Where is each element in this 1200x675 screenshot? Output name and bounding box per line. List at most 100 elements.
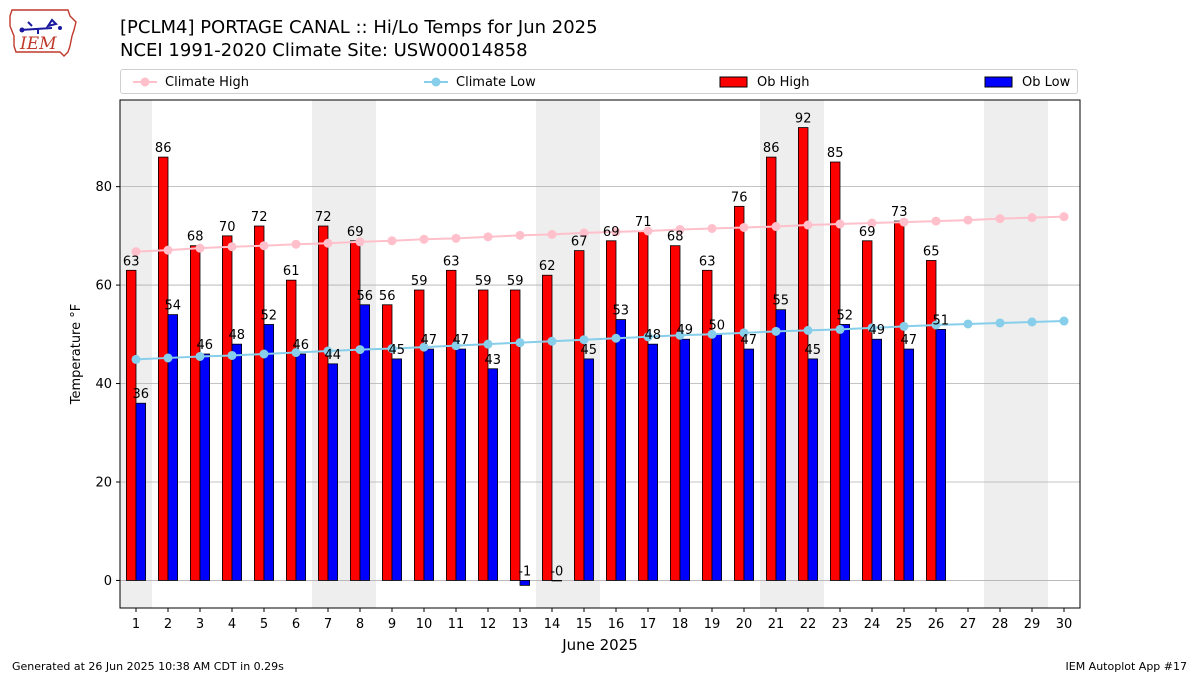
x-tick-label: 25 <box>896 617 913 632</box>
ob-high-bar <box>253 225 265 581</box>
x-tick-label: 12 <box>480 617 497 632</box>
climate-low-point <box>867 323 877 333</box>
ob-low-label: 36 <box>133 387 150 402</box>
ob-high-bar <box>702 269 713 581</box>
climate-high-point <box>483 232 493 242</box>
x-tick-label: 18 <box>672 617 689 632</box>
ob-low-label: 43 <box>485 353 502 368</box>
ob-high-bar <box>157 156 169 581</box>
x-tick-label: 1 <box>132 617 140 632</box>
ob-low-bar <box>263 324 275 581</box>
ob-low-bar <box>615 319 627 581</box>
ob-low-label: 50 <box>709 318 726 333</box>
ob-low-label: 45 <box>805 343 822 358</box>
ob-low-label: 52 <box>837 308 854 323</box>
chart-subtitle: NCEI 1991-2020 Climate Site: USW00014858 <box>120 40 528 61</box>
chart-legend: Climate High Climate Low Ob High Ob Low <box>120 69 1078 94</box>
x-tick-label: 7 <box>324 617 332 632</box>
ob-high-label: 72 <box>315 210 332 225</box>
climate-high-point <box>547 229 557 239</box>
x-tick-label: 28 <box>992 617 1009 632</box>
ob-high-bar <box>542 274 553 581</box>
climate-high-point <box>131 247 141 257</box>
ob-low-bar <box>583 358 595 581</box>
x-tick-label: 2 <box>164 617 172 632</box>
iem-logo: IEM <box>8 6 80 58</box>
climate-high-point <box>227 242 237 252</box>
legend-label: Climate Low <box>456 74 536 90</box>
x-tick-label: 10 <box>416 617 433 632</box>
climate-low-point <box>259 349 269 359</box>
climate-low-point <box>579 335 589 345</box>
x-tick-label: 30 <box>1056 617 1073 632</box>
climate-high-point <box>163 245 173 255</box>
climate-low-point <box>803 325 813 335</box>
ob-low-bar <box>903 348 915 581</box>
y-tick-label: 80 <box>95 180 112 195</box>
ob-high-label: 59 <box>411 274 428 289</box>
climate-high-point <box>355 237 365 247</box>
legend-item-ob-low: Ob Low <box>984 70 1070 94</box>
ob-low-bar <box>775 309 787 581</box>
ob-low-bar <box>807 358 819 581</box>
ob-low-label: 47 <box>741 333 758 348</box>
ob-high-label: 61 <box>283 264 300 279</box>
x-tick-label: 6 <box>292 617 300 632</box>
ob-high-label: 68 <box>187 230 204 245</box>
ob-low-label: 47 <box>901 333 918 348</box>
ob-low-label: 55 <box>773 294 790 309</box>
climate-high-point <box>899 217 909 227</box>
ob-low-bar <box>391 358 403 581</box>
legend-label: Climate High <box>165 74 250 90</box>
weekend-shade <box>1016 100 1048 608</box>
ob-high-bar <box>606 240 617 581</box>
ob-low-bar <box>231 343 243 581</box>
climate-high-point <box>195 243 205 253</box>
y-tick-label: 60 <box>95 279 112 294</box>
climate-low-point <box>355 345 365 355</box>
footer-app-text: IEM Autoplot App #17 <box>1065 660 1188 673</box>
x-tick-label: 14 <box>544 617 561 632</box>
x-tick-label: 16 <box>608 617 625 632</box>
climate-low-point <box>739 328 749 338</box>
x-tick-label: 13 <box>512 617 529 632</box>
ob-high-label: 71 <box>635 215 652 230</box>
climate-high-point <box>419 234 429 244</box>
ob-low-label: -1 <box>518 564 531 579</box>
ob-low-label: 52 <box>261 308 278 323</box>
climate-high-point <box>867 218 877 228</box>
x-tick-label: 29 <box>1024 617 1041 632</box>
x-tick-label: 8 <box>356 617 364 632</box>
climate-low-point <box>195 351 205 361</box>
climate-high-point <box>1027 213 1037 223</box>
x-tick-label: 23 <box>832 617 849 632</box>
ob-high-label: 92 <box>795 112 812 127</box>
ob-low-label: 49 <box>677 323 694 338</box>
x-tick-label: 11 <box>448 617 465 632</box>
climate-high-point <box>931 216 941 226</box>
y-tick-label: 40 <box>95 377 112 392</box>
legend-label: Ob High <box>757 74 810 90</box>
legend-label: Ob Low <box>1022 74 1071 90</box>
legend-item-climate-high: Climate High <box>133 70 249 94</box>
climate-high-point <box>323 238 333 248</box>
climate-high-point <box>707 223 717 233</box>
ob-low-bar <box>135 402 147 581</box>
ob-high-bar <box>798 127 809 581</box>
x-tick-label: 3 <box>196 617 204 632</box>
ob-low-bar <box>487 368 499 581</box>
legend-line-marker-icon <box>424 77 448 87</box>
ob-high-label: 70 <box>219 220 236 235</box>
plot-frame <box>119 99 1081 609</box>
ob-low-label: 49 <box>869 323 886 338</box>
ob-low-bar <box>327 363 339 581</box>
ob-low-bar <box>839 324 851 581</box>
ob-low-label: 45 <box>389 343 406 358</box>
climate-low-point <box>899 321 909 331</box>
ob-high-label: 67 <box>571 235 588 250</box>
ob-low-bar <box>871 338 883 581</box>
ob-high-bar <box>638 230 649 581</box>
x-axis-label: June 2025 <box>561 636 638 654</box>
x-tick-label: 26 <box>928 617 945 632</box>
